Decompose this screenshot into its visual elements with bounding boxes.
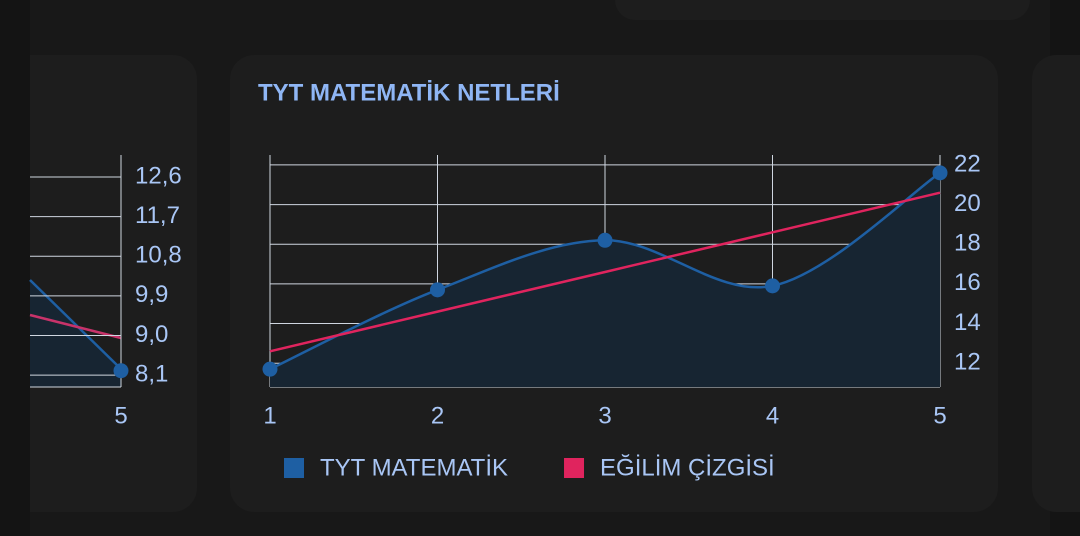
- data-point: [932, 165, 948, 181]
- y-tick-label: 10,8: [135, 242, 182, 269]
- chart-title: TYT MATEMATİK NETLERİ: [258, 79, 560, 106]
- data-point: [430, 282, 445, 298]
- y-tick-label: 9,0: [135, 321, 168, 348]
- x-tick-label: 1: [263, 402, 276, 429]
- line-fragment: [29, 279, 122, 370]
- area-fragment: [30, 280, 121, 387]
- line-fragment: [29, 313, 122, 340]
- legend-label: EĞİLİM ÇİZGİSİ: [600, 454, 775, 481]
- data-point: [765, 278, 780, 294]
- x-tick-label: 5: [114, 402, 127, 429]
- y-tick-label: 12: [954, 349, 981, 376]
- y-tick-label: 14: [954, 309, 981, 336]
- area: [270, 172, 940, 387]
- legend-swatch: [564, 458, 585, 478]
- y-tick-label: 12,6: [135, 162, 182, 189]
- data-point: [597, 232, 613, 248]
- data-point: [262, 361, 278, 377]
- legend-swatch: [284, 458, 304, 478]
- left-fragments: [29, 279, 122, 387]
- card-left: [30, 55, 197, 512]
- card-partial-right: [1032, 55, 1080, 512]
- y-tick-label: 20: [954, 190, 981, 217]
- card-partial-top: [615, 0, 1030, 20]
- series-line: [269, 191, 941, 353]
- x-tick-label: 5: [933, 402, 946, 429]
- data-point: [113, 363, 129, 379]
- y-tick-label: 8,1: [135, 360, 168, 387]
- y-tick-label: 18: [954, 230, 981, 257]
- x-tick-label: 4: [766, 402, 779, 429]
- x-tick-label: 2: [431, 402, 444, 429]
- y-tick-label: 11,7: [135, 202, 180, 229]
- legend-label: TYT MATEMATİK: [320, 454, 508, 481]
- y-tick-label: 9,9: [135, 281, 168, 308]
- y-tick-label: 22: [954, 150, 981, 177]
- x-tick-label: 3: [598, 402, 611, 429]
- y-tick-label: 16: [954, 269, 981, 296]
